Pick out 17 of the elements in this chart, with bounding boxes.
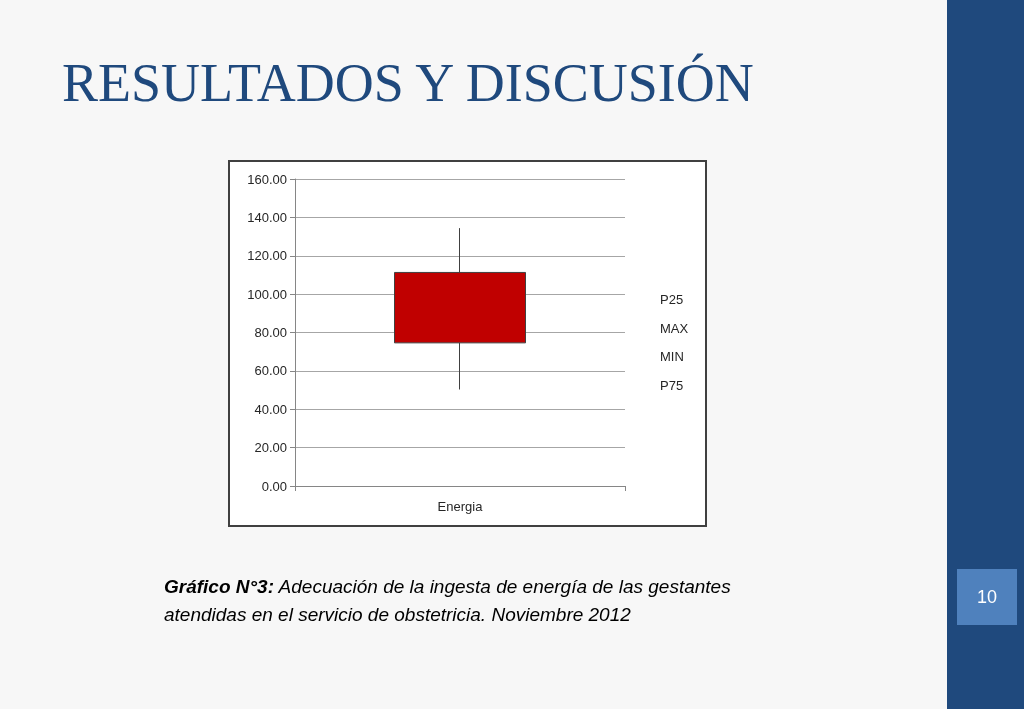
y-tick-label: 120.00 — [247, 248, 287, 264]
y-tick-label: 40.00 — [254, 401, 287, 417]
text: MAX — [660, 320, 689, 336]
chart-title: RESULTADOS Y DISCUSIÓN — [62, 53, 754, 113]
y-tick-label: 80.00 — [254, 325, 287, 340]
text: Gráfico N°3: Adecuación de la ingesta de energía de las gestantes atendidas en el servicio de obstetricia. Noviembre 2012 — [164, 576, 732, 625]
y-tick-label: 0.00 — [261, 478, 287, 494]
y-tick-label: 160.00 — [247, 171, 287, 187]
text: 10 — [976, 587, 998, 607]
y-tick-label: 100.00 — [247, 286, 287, 302]
text: P25 — [660, 292, 684, 307]
x-tick-label: Energia — [437, 499, 484, 514]
y-tick-label: 60.00 — [254, 363, 287, 379]
y-tick-label: 20.00 — [254, 440, 287, 456]
text: MIN — [660, 349, 684, 364]
y-tick-label: 140.00 — [247, 209, 287, 225]
text: P75 — [660, 377, 684, 393]
